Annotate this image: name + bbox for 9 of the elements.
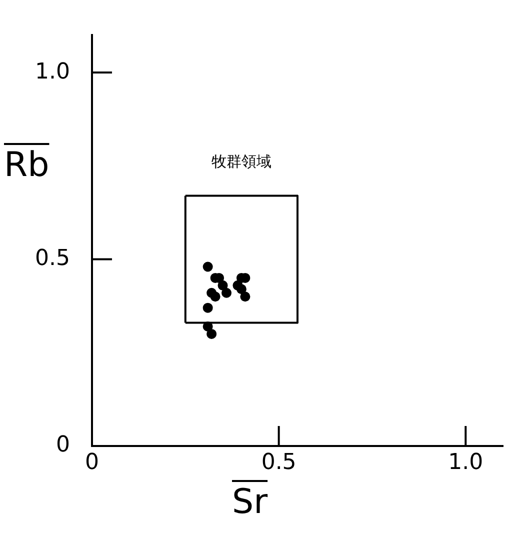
annotation: 牧群領域 xyxy=(211,152,272,171)
y-axis-title: Rb xyxy=(4,145,50,185)
x-axis-title: Sr xyxy=(232,482,268,522)
x-tick-label: 0 xyxy=(85,450,99,475)
y-tick-label: 1.0 xyxy=(35,59,70,84)
y-tick-label: 0.5 xyxy=(35,246,70,271)
y-tick-label: 0 xyxy=(56,432,70,458)
x-tick-label: 0.5 xyxy=(261,450,296,475)
x-tick-label: 1.0 xyxy=(448,450,484,475)
